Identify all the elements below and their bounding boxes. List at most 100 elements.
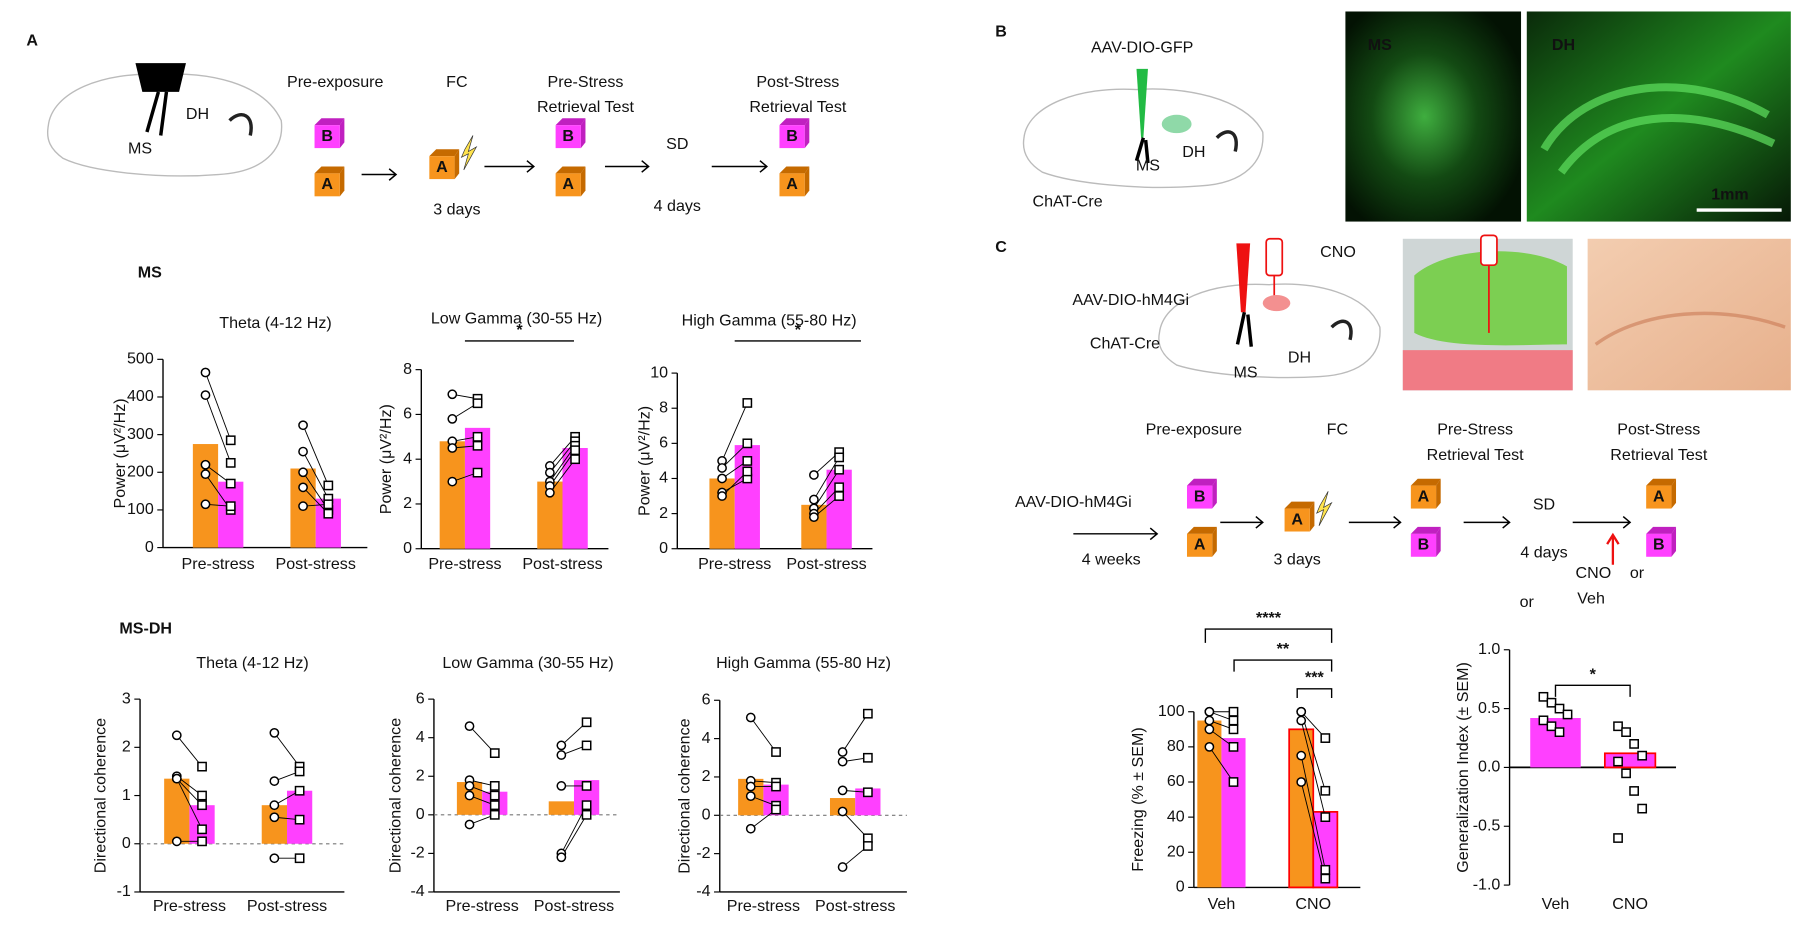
bar: [1221, 738, 1246, 888]
cube-letter: A: [562, 175, 574, 193]
cube-letter: A: [1291, 510, 1303, 528]
sd-label: SD: [666, 135, 688, 153]
y-axis-label: Power (μV²/Hz): [635, 406, 653, 516]
significance-bracket: [1204, 628, 1333, 643]
cube-top: [1410, 478, 1441, 486]
x-tick-label: Veh: [1208, 895, 1236, 913]
x-tick-label: Pre-stress: [153, 897, 226, 915]
cube-side: [1671, 526, 1677, 557]
cube: [1410, 485, 1437, 509]
shock-icon: [460, 135, 478, 171]
pair-line: [273, 732, 300, 767]
data-point: [717, 463, 727, 473]
virus-label: AAV-DIO-hM4Gi: [1072, 291, 1189, 309]
duration: 3 days: [1274, 550, 1321, 568]
y-tick-label: -1: [117, 882, 131, 900]
cube-side: [1436, 526, 1441, 557]
scale-label: 1mm: [1711, 185, 1748, 203]
data-point: [771, 781, 781, 792]
y-tick-label: -2: [696, 844, 710, 862]
data-point: [1296, 715, 1307, 726]
brain-outline: [1158, 283, 1381, 379]
data-point: [771, 747, 781, 757]
cube-letter: B: [1418, 536, 1430, 554]
cube-side: [339, 166, 345, 197]
cube-side: [580, 118, 586, 149]
drug-label: CNO: [1320, 243, 1356, 261]
data-point: [447, 389, 458, 400]
cube-side: [1436, 478, 1441, 509]
data-point: [200, 499, 211, 510]
y-tick-label: 2: [416, 767, 425, 785]
data-point: [323, 508, 334, 519]
data-point: [472, 467, 483, 478]
pair-line: [302, 451, 329, 499]
pair-line: [205, 394, 232, 464]
data-point: [1637, 803, 1648, 814]
bar: [1603, 752, 1657, 769]
data-point: [464, 819, 475, 830]
cube-side: [1212, 478, 1217, 509]
cube-top: [314, 166, 345, 174]
data-point: [298, 420, 308, 431]
y-tick-label: 4: [702, 729, 711, 747]
data-point: [1204, 706, 1215, 717]
cube-letter: B: [562, 127, 574, 145]
bar: [562, 448, 588, 549]
cube-side: [1671, 478, 1677, 509]
data-point: [171, 836, 182, 847]
pair-line: [176, 778, 203, 830]
bar: [826, 469, 852, 549]
data-point: [1546, 697, 1557, 708]
data-point: [1554, 727, 1565, 738]
y-tick-label: 0: [416, 805, 425, 823]
data-point: [323, 480, 334, 491]
ms-mark: [1134, 137, 1150, 164]
y-tick-label: 2: [122, 738, 131, 756]
panel-label: A: [26, 32, 38, 50]
data-point: [745, 823, 756, 834]
y-tick-label: 100: [1158, 702, 1185, 720]
data-point: [197, 836, 207, 847]
pair-line: [1300, 755, 1326, 870]
cube-side: [1212, 526, 1217, 557]
data-point: [556, 750, 567, 760]
data-point: [294, 853, 305, 864]
bar: [192, 444, 219, 548]
significance-label: ***: [1305, 669, 1325, 687]
cube: [429, 156, 455, 180]
bar: [164, 778, 190, 844]
data-point: [1637, 750, 1648, 761]
y-tick-label: 8: [403, 360, 412, 378]
atlas-thalamus: [1402, 350, 1573, 391]
cube: [555, 125, 581, 149]
data-point: [197, 800, 207, 811]
region-label: DH: [1288, 348, 1311, 366]
pair-line: [813, 457, 840, 500]
x-tick-label: Pre-stress: [727, 897, 800, 915]
data-point: [745, 791, 756, 802]
data-point: [837, 785, 848, 796]
data-point: [1621, 727, 1631, 738]
treatment-label: Veh: [1577, 589, 1605, 607]
dh-layer: [1540, 83, 1776, 175]
x-tick-label: Post-stress: [815, 897, 895, 915]
significance-label: ****: [1256, 609, 1282, 627]
image-label: MS: [1368, 36, 1392, 54]
data-point: [1204, 724, 1215, 735]
cube: [779, 125, 805, 149]
data-point: [1320, 785, 1331, 796]
x-tick-label: Pre-stress: [428, 555, 501, 573]
timeline-label: FC: [1327, 421, 1348, 439]
duration: 4 days: [1520, 544, 1567, 562]
data-point: [544, 467, 555, 478]
ms-mark: [1235, 311, 1253, 347]
data-point: [464, 721, 475, 731]
cube: [314, 173, 340, 197]
cerebellum-mark: [1215, 130, 1238, 152]
data-point: [742, 456, 753, 466]
region-label: MS: [1233, 363, 1257, 381]
pair-line: [560, 814, 588, 858]
cube-letter: B: [321, 127, 333, 145]
